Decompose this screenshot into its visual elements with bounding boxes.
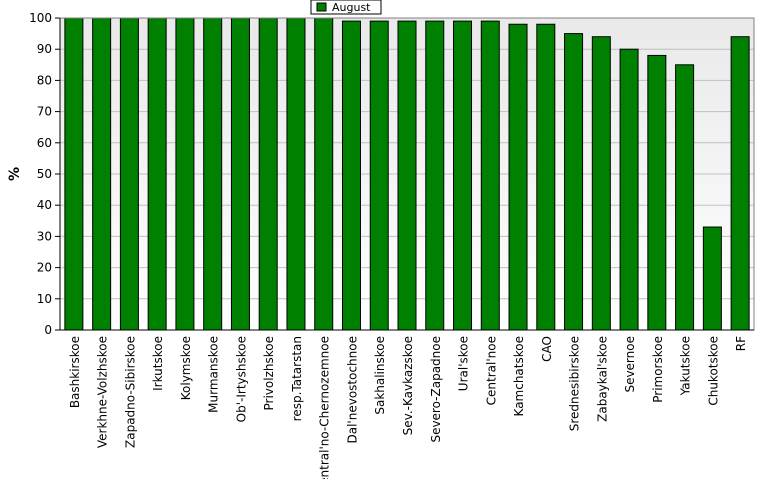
- bar: [536, 23, 556, 331]
- x-tick-label: Sakhalinskoe: [373, 336, 387, 415]
- x-tick-label: resp.Tatarstan: [290, 336, 304, 421]
- bar: [175, 17, 195, 331]
- bar: [675, 64, 695, 331]
- x-tick-label: Central'no-Chernozemnoe: [318, 336, 332, 479]
- y-axis-label: %: [7, 167, 23, 181]
- legend-label: August: [332, 1, 371, 14]
- legend-box: [310, 0, 382, 15]
- x-tick-label: Central'noe: [484, 336, 498, 405]
- y-tick-label: 20: [37, 261, 52, 275]
- x-tick-label: RF: [734, 336, 748, 351]
- x-tick-label: Yakutskoe: [679, 336, 693, 396]
- y-tick-label: 100: [29, 11, 52, 25]
- bar: [564, 33, 584, 331]
- legend-swatch: [316, 2, 327, 12]
- bar: [203, 17, 223, 331]
- x-tick-label: Chukotskoe: [706, 336, 720, 406]
- bar: [314, 17, 334, 331]
- x-tick-label: Zabaykal'skoe: [595, 336, 609, 422]
- x-tick-label: Kamchatskoe: [512, 336, 526, 416]
- bar: [730, 36, 750, 331]
- x-tick-label: Privolzhskoe: [262, 336, 276, 410]
- x-tick-label: Zapadno-Sibirskoe: [123, 336, 137, 448]
- y-tick-label: 30: [37, 229, 52, 243]
- bar: [119, 17, 139, 331]
- y-tick-label: 80: [37, 73, 52, 87]
- x-tick-label: Primorskoe: [651, 336, 665, 403]
- bar: [425, 20, 445, 331]
- bar: [147, 17, 167, 331]
- y-tick-label: 10: [37, 292, 52, 306]
- x-tick-label: Dal'nevostochnoe: [345, 336, 359, 444]
- x-tick-label: Sev.-Kavkazskoe: [401, 336, 415, 435]
- x-tick-label: Severnoe: [623, 336, 637, 393]
- x-tick-label: Severo-Zapadnoe: [429, 336, 443, 443]
- x-tick-label: Kolymskoe: [179, 336, 193, 400]
- y-tick-label: 60: [37, 136, 52, 150]
- bar: [341, 20, 361, 331]
- bar: [397, 20, 417, 331]
- bar: [286, 17, 306, 331]
- bar: [453, 20, 473, 331]
- bar: [702, 226, 722, 331]
- x-tick-label: Srednesibirskoe: [568, 336, 582, 431]
- bar: [92, 17, 112, 331]
- x-tick-label: Bashkirskoe: [68, 336, 82, 408]
- x-tick-label: Ural'skoe: [457, 336, 471, 391]
- x-tick-label: CAO: [540, 336, 554, 362]
- y-tick-label: 40: [37, 198, 52, 212]
- bar: [258, 17, 278, 331]
- x-tick-label: Verkhne-Volzhskoe: [96, 336, 110, 448]
- bar: [480, 20, 500, 331]
- y-tick-label: 90: [37, 42, 52, 56]
- bar: [230, 17, 250, 331]
- bar: [64, 17, 84, 331]
- bar: [591, 36, 611, 331]
- x-tick-label: Irkutskoe: [151, 336, 165, 391]
- bar: [369, 20, 389, 331]
- y-tick-label: 0: [44, 323, 52, 337]
- x-tick-label: Ob'-Irtyshskoe: [234, 336, 248, 422]
- bar: [508, 23, 528, 331]
- bar: [619, 48, 639, 331]
- y-tick-label: 70: [37, 105, 52, 119]
- bar: [647, 54, 667, 331]
- x-tick-label: Murmanskoe: [207, 336, 221, 413]
- y-tick-label: 50: [37, 167, 52, 181]
